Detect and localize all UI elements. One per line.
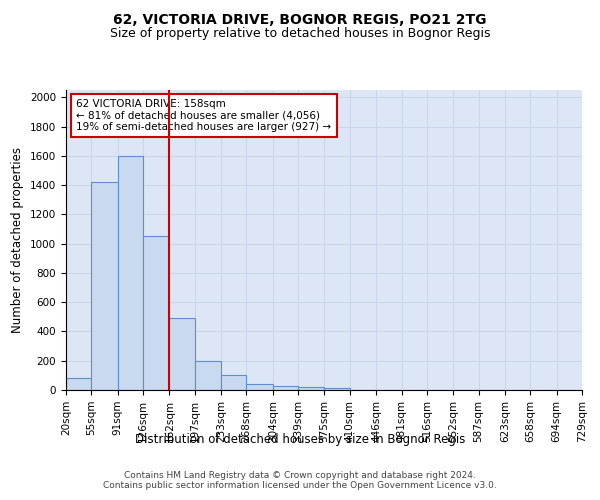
Bar (66, 378, 91, 390)
Bar (118, 156, 143, 390)
Bar (221, 376, 247, 390)
Bar (272, 386, 298, 390)
Bar (91, 182, 118, 390)
Bar (195, 360, 221, 390)
Bar (143, 236, 169, 390)
Text: Size of property relative to detached houses in Bognor Regis: Size of property relative to detached ho… (110, 28, 490, 40)
Bar (169, 318, 195, 390)
Bar (247, 384, 272, 390)
Text: 62 VICTORIA DRIVE: 158sqm
← 81% of detached houses are smaller (4,056)
19% of se: 62 VICTORIA DRIVE: 158sqm ← 81% of detac… (76, 99, 331, 132)
Bar (325, 388, 350, 390)
Text: Contains HM Land Registry data © Crown copyright and database right 2024.
Contai: Contains HM Land Registry data © Crown c… (103, 470, 497, 490)
Y-axis label: Number of detached properties: Number of detached properties (11, 147, 25, 333)
Text: Distribution of detached houses by size in Bognor Regis: Distribution of detached houses by size … (135, 432, 465, 446)
Bar (298, 387, 325, 390)
Text: 62, VICTORIA DRIVE, BOGNOR REGIS, PO21 2TG: 62, VICTORIA DRIVE, BOGNOR REGIS, PO21 2… (113, 12, 487, 26)
